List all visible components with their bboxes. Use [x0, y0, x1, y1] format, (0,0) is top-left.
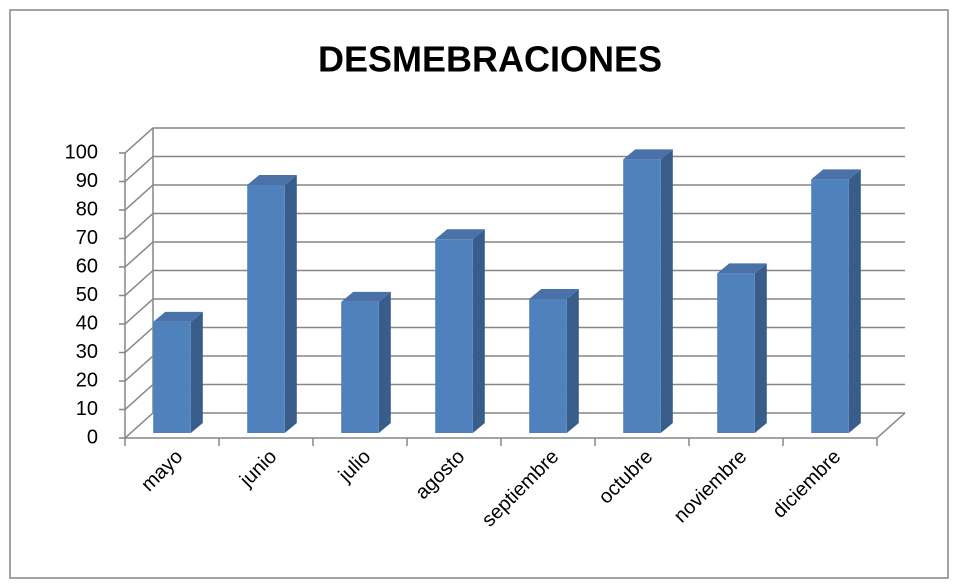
y-tick-label: 90	[76, 170, 98, 192]
bar-top	[247, 175, 297, 186]
bar-top	[623, 149, 673, 160]
bar	[623, 149, 673, 433]
bar	[247, 175, 297, 434]
bar-front	[529, 299, 567, 433]
y-tick-label: 10	[76, 398, 98, 420]
bar-front	[153, 321, 191, 433]
bar	[435, 229, 485, 433]
bar-top	[717, 263, 767, 274]
y-tick-label: 100	[65, 141, 98, 163]
bar	[529, 289, 579, 433]
bar-top	[529, 289, 579, 300]
y-tick-label: 50	[76, 284, 98, 306]
bar	[811, 169, 861, 433]
bar-front	[623, 159, 661, 433]
y-tick-label: 40	[76, 312, 98, 334]
y-tick-label: 80	[76, 198, 98, 220]
y-tick-label: 70	[76, 227, 98, 249]
bar-front	[811, 179, 849, 433]
bar	[153, 311, 203, 433]
bar-top	[341, 291, 391, 302]
grid-line	[124, 127, 905, 154]
bar-top	[153, 311, 203, 322]
bar	[717, 263, 767, 433]
bar-side	[566, 289, 579, 433]
y-tick-label: 20	[76, 369, 98, 391]
chart-title: DESMEBRACIONES	[318, 39, 662, 80]
bar-side	[848, 169, 861, 433]
y-tick-label: 30	[76, 341, 98, 363]
bar	[341, 291, 391, 433]
bar-front	[341, 301, 379, 433]
y-tick-label: 60	[76, 255, 98, 277]
bar-front	[435, 239, 473, 433]
bar-front	[247, 185, 285, 433]
bar-front	[717, 273, 755, 433]
bar-side	[284, 175, 297, 434]
bar-top	[811, 169, 861, 180]
bar-top	[435, 229, 485, 240]
bar-side	[190, 311, 203, 433]
bar-side	[472, 229, 485, 433]
bar-side	[378, 291, 391, 433]
bar-side	[660, 149, 673, 433]
bar-side	[754, 263, 767, 433]
y-tick-label: 0	[87, 426, 98, 448]
